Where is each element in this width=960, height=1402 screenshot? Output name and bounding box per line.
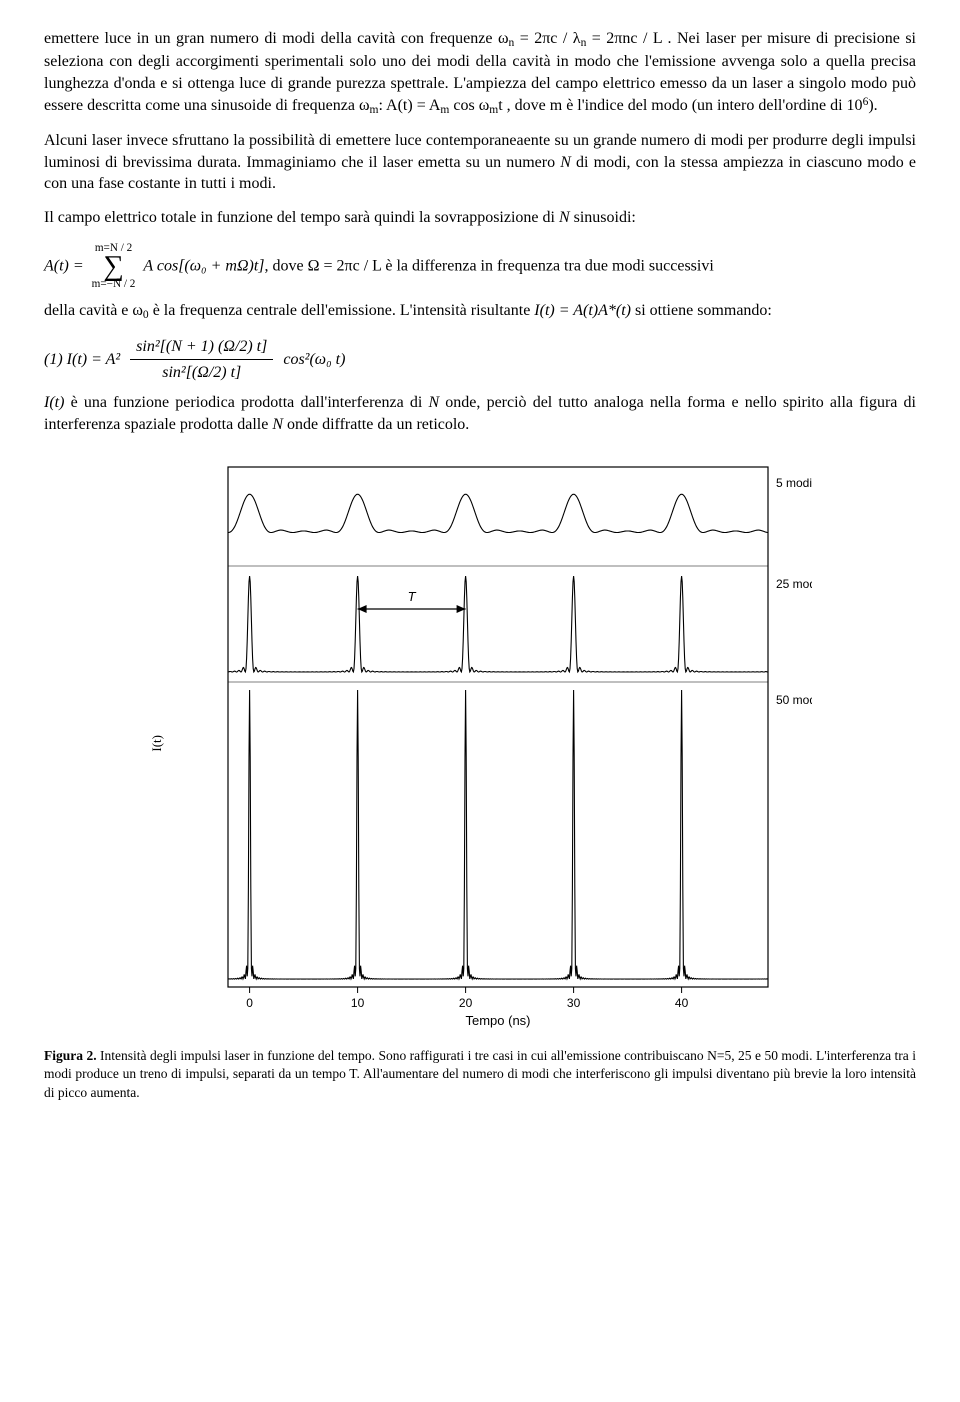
- text: della cavità e ω: [44, 302, 143, 319]
- intensity-chart: 0 10 20 30 40 Tempo (ns) 5 modi 25 modi 50 modi T: [172, 453, 812, 1033]
- eq1-lead: (1) I(t) = A²: [44, 351, 120, 368]
- text: sinusoidi:: [570, 209, 636, 226]
- text: = 2πc / λ: [514, 30, 580, 47]
- equation-1: (1) I(t) = A² sin²[(N + 1) (Ω/2) t] sin²…: [44, 336, 916, 384]
- symbol-N: N: [428, 394, 439, 411]
- symbol-N: N: [559, 209, 570, 226]
- svg-text:10: 10: [351, 996, 365, 1010]
- text: cos ω: [449, 97, 489, 114]
- paragraph-superposition: Il campo elettrico totale in funzione de…: [44, 207, 916, 229]
- eq1-numerator: sin²[(N + 1) (Ω/2) t]: [130, 336, 273, 361]
- svg-text:T: T: [407, 589, 416, 604]
- symbol-N: N: [272, 416, 283, 433]
- sigma-icon: ∑: [92, 256, 136, 278]
- caption-body: Intensità degli impulsi laser in funzion…: [44, 1048, 916, 1099]
- text: si ottiene sommando:: [631, 302, 772, 319]
- text: è la frequenza centrale dell'emissione. …: [149, 302, 535, 319]
- symbol-N: N: [560, 154, 571, 171]
- equation-sum: A(t) = m=N / 2 ∑ m=−N / 2 A cos[(ω₀ + mΩ…: [44, 241, 916, 293]
- svg-text:40: 40: [675, 996, 689, 1010]
- text: Il campo elettrico totale in funzione de…: [44, 209, 559, 226]
- sum-lower: m=−N / 2: [92, 277, 136, 292]
- caption-lead: Figura 2.: [44, 1048, 97, 1063]
- eq1-denominator: sin²[(Ω/2) t]: [130, 360, 273, 384]
- paragraph-modes: emettere luce in un gran numero di modi …: [44, 28, 916, 118]
- eq-lhs: A(t) =: [44, 257, 84, 274]
- eq-sum-body: A cos[(ω₀ + mΩ)t]: [143, 257, 264, 274]
- text: : A(t) = A: [378, 97, 440, 114]
- figure-2: I(t) 0 10 20 30 40 Tempo (ns) 5 modi 25 modi 50 …: [44, 453, 916, 1033]
- svg-text:0: 0: [246, 996, 253, 1010]
- svg-text:30: 30: [567, 996, 581, 1010]
- eq-I-def: I(t) = A(t)A*(t): [534, 302, 631, 319]
- subscript-m: m: [489, 104, 498, 116]
- eq1-tail: cos²(ω₀ t): [283, 351, 345, 368]
- y-axis-label: I(t): [148, 735, 166, 752]
- svg-text:20: 20: [459, 996, 473, 1010]
- svg-text:Tempo (ns): Tempo (ns): [465, 1013, 530, 1028]
- text: , dove Ω = 2πc / L è la differenza in fr…: [265, 257, 714, 274]
- text: onde diffratte da un reticolo.: [283, 416, 469, 433]
- text: è una funzione periodica prodotta dall'i…: [64, 394, 428, 411]
- paragraph-analogy: I(t) è una funzione periodica prodotta d…: [44, 392, 916, 435]
- svg-text:5 modi: 5 modi: [776, 476, 812, 490]
- paragraph-pulses: Alcuni laser invece sfruttano la possibi…: [44, 130, 916, 195]
- svg-text:50 modi: 50 modi: [776, 693, 812, 707]
- text: ).: [868, 97, 877, 114]
- text: emettere luce in un gran numero di modi …: [44, 30, 508, 47]
- svg-text:25 modi: 25 modi: [776, 577, 812, 591]
- paragraph-intensity: della cavità e ω0 è la frequenza central…: [44, 300, 916, 323]
- text: t , dove m è l'indice del modo (un inter…: [498, 97, 862, 114]
- symbol-It: I(t): [44, 394, 64, 411]
- figure-2-caption: Figura 2. Intensità degli impulsi laser …: [44, 1047, 916, 1102]
